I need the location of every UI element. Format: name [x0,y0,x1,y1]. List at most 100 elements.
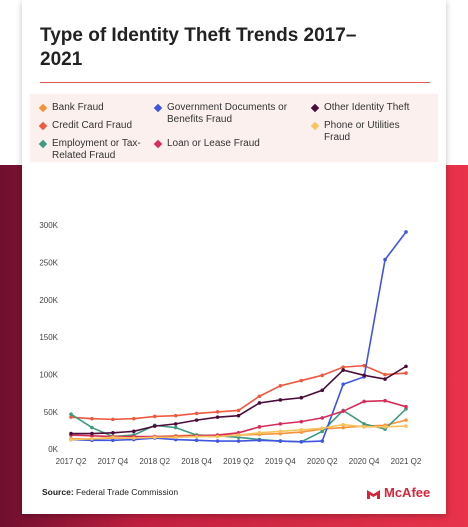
data-point [90,437,94,441]
data-point [111,417,115,422]
data-point [69,437,73,442]
data-point [194,438,199,443]
data-point [152,435,157,440]
legend: Bank Fraud Credit Card Fraud Employment or… [30,94,438,162]
y-tick-label: 150K [39,333,58,342]
data-point [111,438,115,443]
data-point [173,425,178,430]
data-point [320,388,325,393]
data-point [299,378,304,383]
legend-label: Employment or Tax-Related Fraud [52,138,141,161]
data-point [278,422,283,426]
data-point [278,429,283,434]
data-point [362,399,366,404]
x-tick-label: 2021 Q2 [391,457,422,466]
data-point [236,413,241,418]
legend-item: Government Documents or Benefits Fraud [153,102,305,126]
legend-item: Employment or Tax-Related Fraud [38,138,150,162]
y-tick-label: 250K [39,258,58,267]
y-tick-label: 300K [39,221,58,230]
data-point [215,434,220,439]
x-tick-label: 2018 Q4 [181,457,212,466]
data-point [383,425,387,429]
brand-name: McAfee [384,485,431,500]
data-point [341,365,345,369]
legend-label: Bank Fraud [52,102,104,113]
data-point [299,428,304,432]
data-point [404,371,408,375]
data-point [69,415,73,419]
data-point [173,422,178,426]
data-point [173,435,178,440]
data-point [383,257,387,262]
brand: McAfee [367,485,430,500]
series-line [71,365,407,435]
data-point [257,425,262,429]
data-point [194,411,199,416]
x-tick-label: 2018 Q2 [139,457,170,466]
data-point [320,429,325,434]
data-point [152,424,157,428]
data-point [111,431,115,435]
data-point [90,416,94,421]
data-point [257,401,262,405]
y-tick-label: 0K [48,445,58,454]
data-point [69,431,73,436]
data-point [383,372,387,377]
legend-label: Other Identity Theft [324,102,410,113]
data-point [404,230,408,234]
data-point [132,429,136,434]
data-point [132,436,136,440]
data-point [90,431,94,436]
title-rule [40,82,430,83]
data-point [404,418,408,422]
data-point [257,394,262,399]
data-point [383,398,387,403]
source-label: Source: [42,487,74,497]
y-tick-label: 100K [39,370,58,379]
legend-label: Credit Card Fraud [52,120,133,131]
data-point [236,439,241,443]
x-tick-label: 2017 Q2 [56,457,87,466]
source-text: Federal Trade Commission [76,487,179,497]
data-point [194,418,199,422]
legend-label: Phone or Utilities Fraud [324,120,400,143]
data-point [341,422,345,427]
brand-icon [367,489,380,499]
legend-item: Phone or Utilities Fraud [310,120,422,144]
data-point [152,414,157,419]
chart-title: Type of Identity Theft Trends 2017–2021 [40,25,357,70]
data-point [404,404,408,409]
data-point [257,431,262,435]
legend-label: Loan or Lease Fraud [167,138,260,149]
legend-item: Other Identity Theft [310,102,432,114]
data-point [404,424,408,428]
legend-item: Loan or Lease Fraud [153,138,305,150]
data-point [111,435,115,440]
data-point [236,433,241,437]
data-point [278,383,283,388]
data-point [341,382,345,387]
data-point [69,412,73,416]
data-point [236,408,241,413]
data-point [362,425,366,429]
data-point [320,416,325,420]
data-point [362,422,366,426]
x-tick-label: 2020 Q4 [349,457,380,466]
legend-item: Bank Fraud [38,102,150,114]
source: Source: Federal Trade Commission [42,487,178,497]
data-point [362,373,366,378]
data-point [341,425,345,430]
x-tick-label: 2019 Q2 [223,457,254,466]
data-point [278,439,283,443]
data-point [215,439,220,443]
data-point [341,409,345,413]
y-tick-label: 200K [39,296,58,305]
data-point [341,368,345,372]
data-point [299,419,304,424]
data-point [299,395,304,400]
data-point [383,377,387,381]
x-tick-label: 2019 Q4 [265,457,296,466]
